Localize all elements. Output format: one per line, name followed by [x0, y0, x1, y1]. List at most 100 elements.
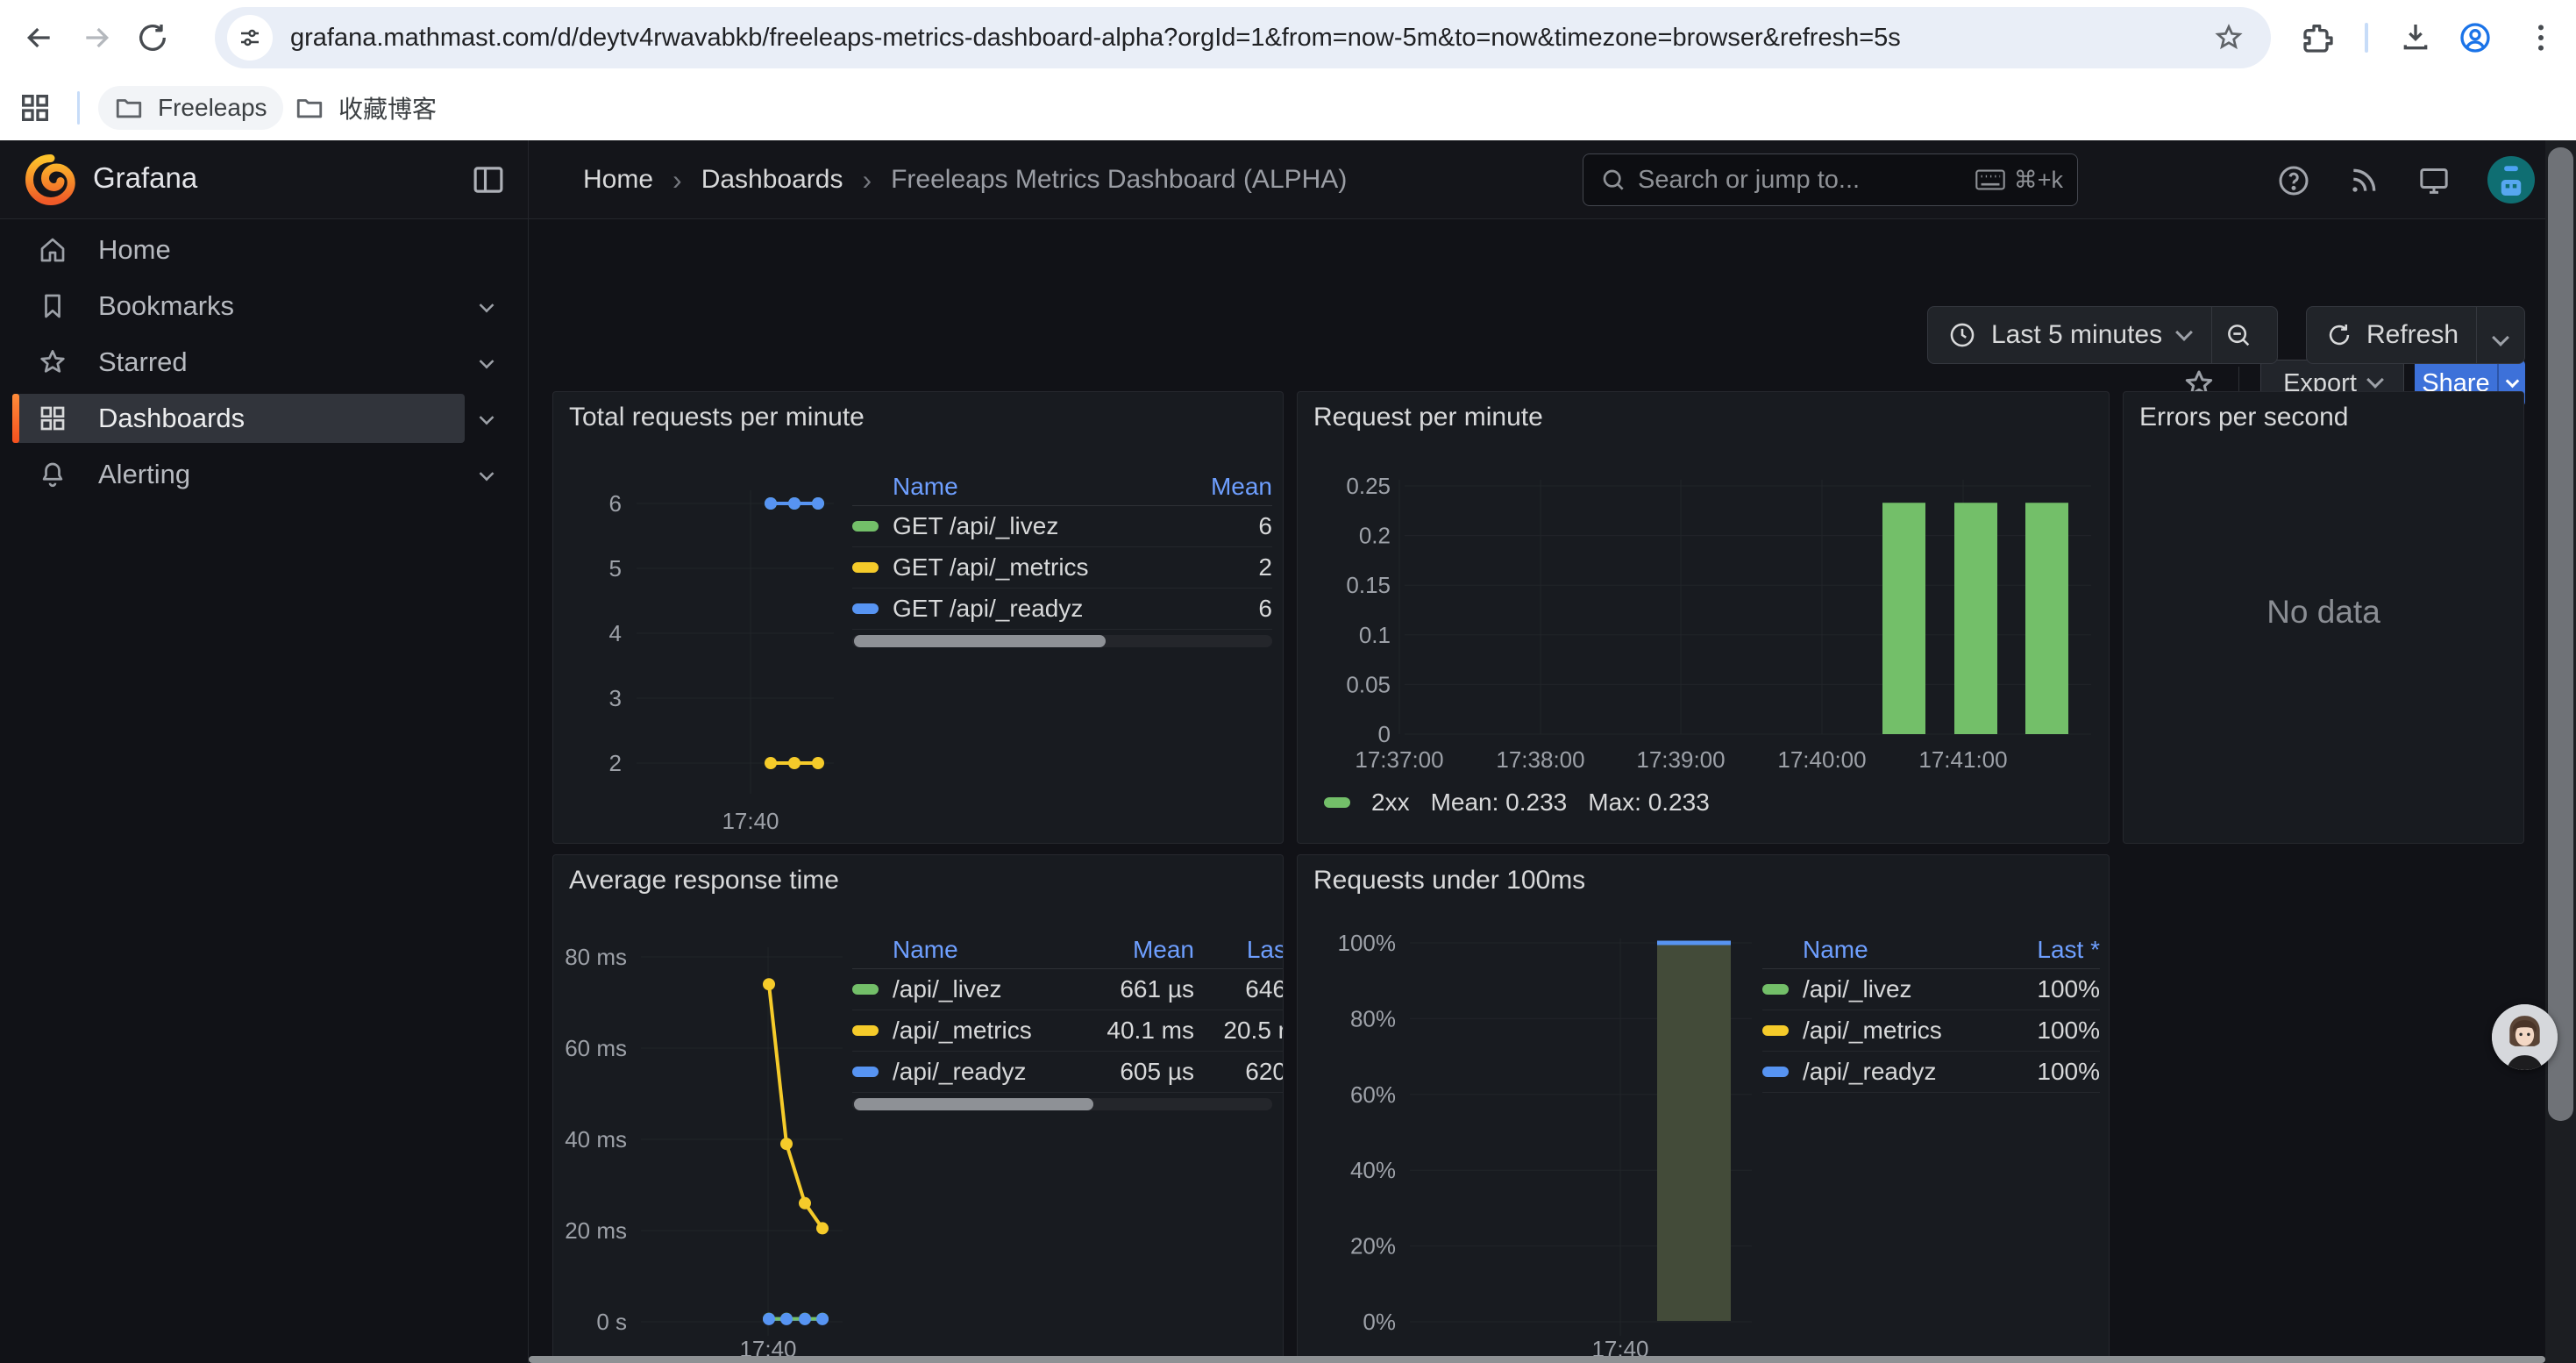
- sidebar-item-bookmarks[interactable]: Bookmarks: [12, 282, 465, 331]
- page-horizontal-scrollbar[interactable]: [529, 1356, 2545, 1363]
- table-scrollbar[interactable]: [852, 1098, 1272, 1110]
- col-name[interactable]: Name: [893, 936, 1080, 964]
- svg-text:3: 3: [609, 685, 622, 711]
- breadcrumb-current: Freeleaps Metrics Dashboard (ALPHA): [891, 165, 1347, 195]
- series-name[interactable]: GET /api/_metrics: [893, 553, 1167, 582]
- series-name[interactable]: /api/_livez: [893, 975, 1080, 1003]
- apps-grid-icon[interactable]: [16, 89, 54, 127]
- panel-request-per-minute[interactable]: Request per minute 0.250.20.150.10.05017…: [1297, 391, 2110, 844]
- zoom-out-icon[interactable]: [2212, 320, 2265, 350]
- scrollbar-thumb[interactable]: [854, 635, 1106, 647]
- series-name[interactable]: /api/_livez: [1803, 975, 2003, 1003]
- chevron-down-icon[interactable]: [480, 299, 493, 316]
- grafana-app: Grafana Home › Dashboards › Freeleaps Me…: [0, 140, 2576, 1363]
- svg-text:80 ms: 80 ms: [565, 944, 627, 970]
- bookmark-star-icon[interactable]: [2202, 11, 2255, 64]
- panel-total-requests[interactable]: Total requests per minute 6543217:40 Nam…: [552, 391, 1284, 844]
- scrollbar-thumb[interactable]: [2548, 147, 2573, 1121]
- series-mean: 6: [1167, 512, 1272, 540]
- bookmark-folder-freeleaps[interactable]: Freeleaps: [98, 86, 283, 130]
- series-mean: 2: [1167, 553, 1272, 582]
- chevron-down-icon[interactable]: [480, 411, 493, 428]
- table-row[interactable]: /api/_livez 661 µs 646: [852, 969, 1284, 1010]
- series-name[interactable]: /api/_metrics: [893, 1017, 1080, 1045]
- help-icon[interactable]: [2276, 163, 2311, 203]
- series-name[interactable]: /api/_readyz: [1803, 1058, 2003, 1086]
- panel-average-response-time[interactable]: Average response time 80 ms60 ms40 ms20 …: [552, 854, 1284, 1363]
- col-mean[interactable]: Mean: [1080, 936, 1194, 964]
- forward-icon[interactable]: [77, 18, 116, 57]
- sidebar-item-alerting[interactable]: Alerting: [12, 450, 465, 499]
- series-name[interactable]: GET /api/_readyz: [893, 595, 1167, 623]
- breadcrumb-dashboards[interactable]: Dashboards: [701, 165, 843, 195]
- table-row[interactable]: /api/_livez 100%: [1762, 969, 2100, 1010]
- extensions-icon[interactable]: [2299, 18, 2338, 57]
- chevron-down-icon[interactable]: [480, 467, 493, 484]
- bell-icon: [37, 459, 68, 490]
- address-bar[interactable]: grafana.mathmast.com/d/deytv4rwavabkb/fr…: [215, 7, 2271, 68]
- series-mean: 661 µs: [1080, 975, 1194, 1003]
- scrollbar-thumb[interactable]: [854, 1098, 1093, 1110]
- table-row[interactable]: /api/_readyz 100%: [1762, 1052, 2100, 1093]
- table-row[interactable]: GET /api/_readyz 6: [852, 589, 1272, 630]
- bookmark-folder-blogs[interactable]: 收藏博客: [279, 86, 452, 130]
- sidebar-item-dashboards[interactable]: Dashboards: [12, 394, 465, 443]
- chevron-down-icon: [2175, 324, 2193, 341]
- brand-title[interactable]: Grafana: [93, 161, 197, 195]
- floating-profile-avatar[interactable]: [2492, 1004, 2558, 1070]
- svg-text:0 s: 0 s: [596, 1309, 627, 1335]
- table-row[interactable]: /api/_metrics 40.1 ms 20.5 r: [852, 1010, 1284, 1052]
- series-name[interactable]: GET /api/_livez: [893, 512, 1167, 540]
- svg-text:6: 6: [609, 490, 622, 517]
- svg-text:60%: 60%: [1350, 1081, 1396, 1108]
- series-last: 646: [1194, 975, 1284, 1003]
- panel-errors-per-second[interactable]: Errors per second No data: [2123, 391, 2524, 844]
- col-name[interactable]: Name: [893, 473, 1167, 501]
- search-input[interactable]: Search or jump to... ⌘+k: [1583, 153, 2078, 206]
- sidebar-item-starred[interactable]: Starred: [12, 338, 465, 387]
- svg-text:17:40: 17:40: [722, 808, 779, 834]
- refresh-button[interactable]: Refresh: [2306, 306, 2525, 364]
- download-icon[interactable]: [2396, 18, 2435, 57]
- browser-menu-icon[interactable]: [2522, 18, 2560, 57]
- panel-title[interactable]: Errors per second: [2139, 403, 2348, 432]
- time-range-picker[interactable]: Last 5 minutes: [1927, 306, 2278, 364]
- active-accent-bar: [12, 394, 19, 443]
- table-row[interactable]: /api/_metrics 100%: [1762, 1010, 2100, 1052]
- panel-requests-under-100ms[interactable]: Requests under 100ms 100%80%60%40%20%0%1…: [1297, 854, 2110, 1363]
- legend-table-header: Name Mean: [852, 467, 1272, 506]
- news-rss-icon[interactable]: [2346, 163, 2381, 203]
- col-last[interactable]: Las: [1194, 936, 1284, 964]
- sidebar-item-home[interactable]: Home: [12, 225, 465, 275]
- legend-series-label[interactable]: 2xx: [1371, 789, 1410, 817]
- table-row[interactable]: /api/_readyz 605 µs 620: [852, 1052, 1284, 1093]
- series-color-pill: [852, 521, 879, 532]
- col-last[interactable]: Last *: [2003, 936, 2100, 964]
- reload-icon[interactable]: [133, 18, 172, 57]
- legend-mean: Mean: 0.233: [1431, 789, 1568, 817]
- chevron-down-icon[interactable]: [480, 355, 493, 372]
- svg-text:20%: 20%: [1350, 1233, 1396, 1260]
- table-scrollbar[interactable]: [852, 635, 1272, 647]
- col-name[interactable]: Name: [1803, 936, 2003, 964]
- chart-legend[interactable]: 2xx Mean: 0.233 Max: 0.233: [1324, 789, 1710, 817]
- series-name[interactable]: /api/_metrics: [1803, 1017, 2003, 1045]
- sidebar-collapse-icon[interactable]: [470, 161, 507, 203]
- url-text[interactable]: grafana.mathmast.com/d/deytv4rwavabkb/fr…: [290, 24, 2202, 53]
- browser-profile-icon[interactable]: [2456, 18, 2494, 57]
- kiosk-monitor-icon[interactable]: [2416, 163, 2451, 203]
- user-avatar[interactable]: [2487, 156, 2535, 203]
- grafana-logo-icon[interactable]: [25, 153, 77, 206]
- series-name[interactable]: /api/_readyz: [893, 1058, 1080, 1086]
- series-color-pill: [852, 562, 879, 573]
- breadcrumb-home[interactable]: Home: [583, 165, 653, 195]
- table-row[interactable]: GET /api/_metrics 2: [852, 547, 1272, 589]
- refresh-label: Refresh: [2366, 320, 2459, 350]
- sidebar-item-label: Home: [98, 234, 171, 266]
- sidebar-content-divider: [528, 140, 529, 1363]
- col-mean[interactable]: Mean: [1167, 473, 1272, 501]
- site-settings-icon[interactable]: [227, 15, 273, 61]
- refresh-interval-dropdown[interactable]: [2477, 326, 2524, 344]
- back-icon[interactable]: [20, 18, 59, 57]
- table-row[interactable]: GET /api/_livez 6: [852, 506, 1272, 547]
